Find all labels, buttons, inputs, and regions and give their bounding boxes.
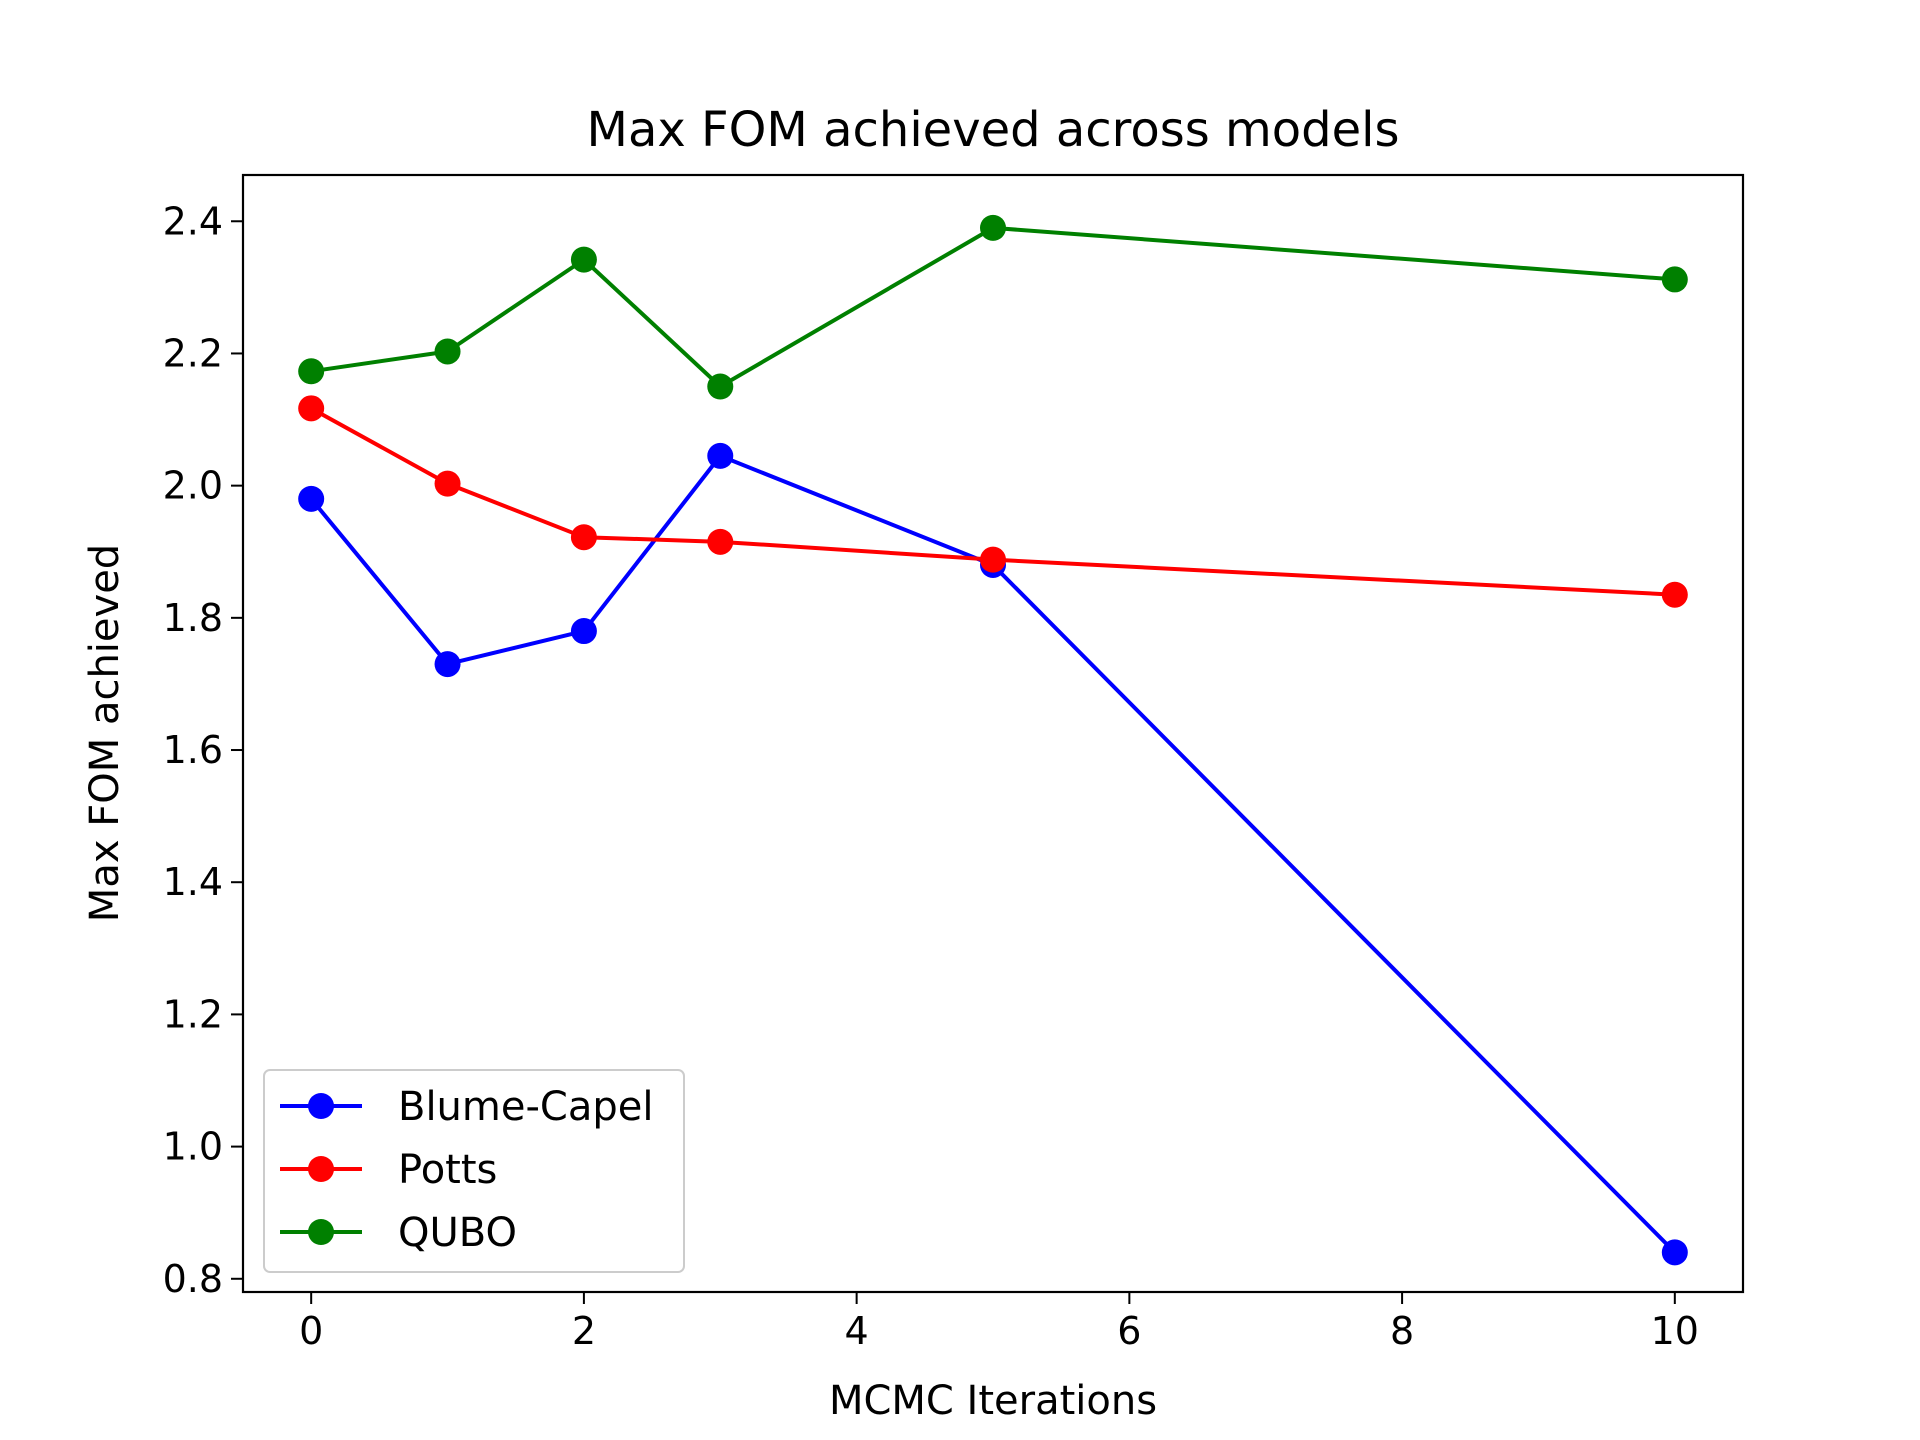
y-axis: 0.8 1.0 1.2 1.4 1.6 1.8 2.0 2.2 2.4 [163, 199, 243, 1301]
y-axis-label: Max FOM achieved [82, 544, 128, 922]
y-tick-label: 1.8 [163, 596, 223, 640]
x-tick-label: 10 [1651, 1309, 1699, 1353]
y-tick-label: 1.0 [163, 1125, 223, 1169]
data-point [298, 358, 325, 385]
x-tick-label: 4 [845, 1309, 869, 1353]
data-point [1661, 581, 1688, 608]
data-point [707, 442, 734, 469]
y-tick-label: 0.8 [163, 1257, 223, 1301]
data-point [1661, 1239, 1688, 1266]
data-point [570, 524, 597, 551]
y-tick-label: 2.0 [163, 464, 223, 508]
y-tick-label: 2.2 [163, 331, 223, 375]
data-point [707, 373, 734, 400]
data-point [570, 618, 597, 645]
data-point [434, 338, 461, 365]
legend-marker [308, 1219, 334, 1245]
data-point [707, 528, 734, 555]
legend-marker [308, 1093, 334, 1119]
x-tick-label: 8 [1390, 1309, 1414, 1353]
x-tick-label: 0 [299, 1309, 323, 1353]
y-tick-label: 1.4 [163, 860, 223, 904]
legend-marker [308, 1156, 334, 1182]
data-point [570, 246, 597, 273]
data-point [980, 214, 1006, 241]
data-point [298, 395, 325, 422]
data-point [434, 651, 461, 678]
legend-label: Blume-Capel [398, 1084, 653, 1130]
data-point [1661, 266, 1688, 293]
y-tick-label: 1.2 [163, 992, 223, 1036]
chart-title: Max FOM achieved across models [587, 102, 1400, 158]
legend-label: Potts [398, 1147, 497, 1193]
legend-label: QUBO [398, 1210, 517, 1256]
plot-frame [241, 173, 1745, 1294]
legend: Blume-Capel Potts QUBO [263, 1069, 685, 1273]
series-line-blume-capel [309, 453, 1677, 1254]
data-point [298, 485, 325, 512]
data-point [980, 546, 1006, 573]
x-tick-label: 6 [1117, 1309, 1141, 1353]
legend-box [263, 1069, 685, 1273]
series-line-potts [310, 406, 1675, 597]
data-point [434, 470, 461, 497]
x-axis: 0 2 4 6 8 10 [299, 1292, 1699, 1353]
y-tick-label: 1.6 [163, 728, 223, 772]
series-line-qubo [310, 225, 1675, 389]
plot-area [298, 214, 1688, 1266]
x-axis-label: MCMC Iterations [829, 1378, 1157, 1424]
y-tick-label: 2.4 [163, 199, 223, 243]
x-tick-label: 2 [572, 1309, 596, 1353]
